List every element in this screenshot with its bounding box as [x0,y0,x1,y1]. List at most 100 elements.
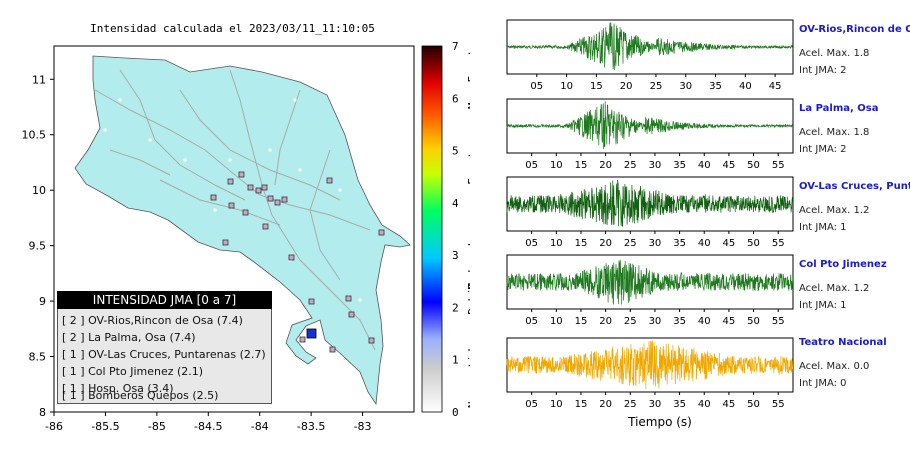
time-tick-label: 55 [772,399,785,410]
colorbar-tick-label: 3 [452,249,459,262]
y-tick-label: 10.5 [22,129,47,142]
time-tick-label: 30 [649,399,662,410]
time-tick-label: 40 [698,160,711,171]
time-tick-label: 10 [560,81,573,92]
time-tick-label: 15 [575,316,588,327]
time-tick-label: 40 [739,81,752,92]
station-jma: Int JMA: 2 [799,65,847,76]
time-tick-label: 20 [599,399,612,410]
high-intensity-station [306,328,317,339]
time-tick-label: 10 [550,160,563,171]
time-tick-label: 05 [530,81,543,92]
time-tick-label: 40 [698,238,711,249]
waveform-trace [506,22,794,70]
colorbar-tick-label: 7 [452,40,459,53]
time-tick-label: 40 [698,399,711,410]
time-tick-label: 15 [590,81,603,92]
colorbar-tick-label: 1 [452,354,459,367]
colorbar [421,45,443,413]
time-tick-label: 35 [673,399,686,410]
legend-box [57,291,272,404]
time-tick-label: 50 [747,399,760,410]
colorbar-label: Debil [466,281,470,314]
time-tick-label: 05 [525,160,538,171]
time-tick-label: 30 [649,238,662,249]
legend-row: [ 2 ] La Palma, Osa (7.4) [62,331,196,344]
map-frame [53,45,415,413]
time-tick-label: 20 [599,316,612,327]
station-name: OV-Las Cruces, Puntarenas [799,181,910,192]
legend-title: INTENSIDAD JMA [0 a 7] [57,291,272,309]
time-tick-label: 45 [769,81,782,92]
y-tick-label: 8.5 [29,351,47,364]
time-tick-label: 55 [772,238,785,249]
roads [94,69,376,351]
station-acel: Acel. Max. 1.8 [799,127,870,138]
legend-row: [ 2 ] OV-Rios,Rincon de Osa (7.4) [62,314,243,327]
time-tick-label: 35 [709,81,722,92]
time-tick-label: 10 [550,316,563,327]
time-tick-label: 35 [673,160,686,171]
waveform-trace [506,101,794,150]
y-tick-label: 9.5 [29,240,47,253]
time-tick-label: 20 [620,81,633,92]
time-tick-label: 05 [525,238,538,249]
x-tick-label: -83.5 [297,420,325,433]
time-tick-label: 10 [550,238,563,249]
time-tick-label: 50 [747,316,760,327]
legend-row: [ 1 ] Bomberos Quepos (2.5) [62,389,219,402]
time-tick-label: 35 [673,316,686,327]
station-name: Teatro Nacional [799,337,887,348]
colorbar-tick-label: 6 [452,92,459,105]
time-tick-label: 50 [747,238,760,249]
waveform-trace [506,179,794,227]
station-acel: Acel. Max. 1.2 [799,205,870,216]
time-tick-label: 15 [575,160,588,171]
map-axes: -86 -85.5 -85 -84.5 -84 -83.5 -831110.5109.598… [22,40,471,433]
waveform-trace [506,340,794,390]
map-title: Intensidad calculada el 2023/03/11_11:10… [90,22,375,35]
low-stations [210,171,385,353]
station-name: La Palma, Osa [799,103,879,114]
time-tick-label: 35 [673,238,686,249]
colorbar-tick-label: 2 [452,301,459,314]
x-tick-label: -86 [45,420,63,433]
time-tick-label: 25 [650,81,663,92]
x-tick-label: -84.5 [194,420,222,433]
x-tick-label: -85 [148,420,166,433]
station-acel: Acel. Max. 1.8 [799,48,870,59]
time-tick-label: 55 [772,316,785,327]
colorbar-label: Moderado [466,237,470,290]
time-tick-label: 30 [649,160,662,171]
time-tick-label: 40 [698,316,711,327]
legend-row: [ 1 ] Col Pto Jimenez (2.1) [62,365,204,378]
station-name: Col Pto Jimenez [799,259,887,270]
colorbar-label: Muy Fuerte [466,43,470,109]
station-acel: Acel. Max. 0.0 [799,361,870,372]
intensity-map: -86 -85.5 -85 -84.5 -84 -83.5 -831110.5109.598… [22,40,471,433]
station-jma: Int JMA: 2 [799,144,847,155]
time-tick-label: 45 [723,399,736,410]
station-jma: Int JMA: 0 [799,378,847,389]
time-tick-label: 15 [575,399,588,410]
time-tick-label: 20 [599,238,612,249]
time-tick-label: 05 [525,316,538,327]
colorbar-tick-label: 4 [452,197,459,210]
land-area [74,55,411,406]
x-tick-label: -83 [354,420,372,433]
time-axis-label: Tiempo (s) [628,415,692,429]
time-tick-label: 15 [575,238,588,249]
time-tick-label: 25 [624,238,637,249]
x-tick-label: -84 [251,420,269,433]
time-tick-label: 05 [525,399,538,410]
y-tick-label: 9 [39,295,46,308]
time-tick-label: 45 [723,238,736,249]
colorbar-label: Fuerte [466,145,470,185]
x-tick-label: -85.5 [91,420,119,433]
y-tick-label: 8 [39,406,46,419]
time-tick-label: 45 [723,160,736,171]
legend-row: [ 1 ] Hosp. Osa (3.4) [62,382,174,395]
colorbar-tick-label: 5 [452,145,459,158]
station-jma: Int JMA: 1 [799,222,847,233]
